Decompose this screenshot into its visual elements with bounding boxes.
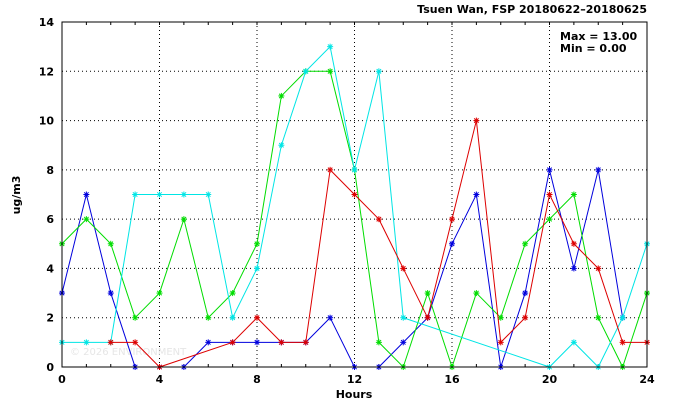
x-tick-labels: 0 4 8 12 16 20 24: [58, 373, 655, 386]
y-tick-label: 6: [46, 213, 54, 226]
series-4: [107, 117, 650, 370]
data-point: [254, 240, 260, 247]
data-point: [180, 191, 187, 198]
data-point: [375, 216, 382, 223]
data-point: [107, 339, 114, 346]
stat-min: Min = 0.00: [560, 42, 627, 55]
data-point: [132, 314, 139, 321]
data-point: [205, 314, 212, 321]
y-tick-label: 8: [46, 164, 54, 177]
data-point: [132, 191, 139, 198]
data-point: [278, 142, 285, 149]
data-point: [570, 240, 577, 247]
stat-max: Max = 13.00: [560, 30, 637, 43]
x-axis-label: Hours: [336, 388, 373, 401]
data-point: [205, 339, 212, 346]
data-point: [449, 216, 455, 223]
y-axis-label: ug/m3: [10, 176, 23, 215]
data-point: [229, 290, 236, 297]
data-point: [302, 68, 309, 75]
data-point: [375, 68, 382, 75]
data-point: [473, 191, 480, 198]
data-point: [83, 216, 90, 223]
data-point: [107, 290, 114, 297]
data-point: [522, 240, 529, 247]
data-point: [400, 339, 407, 346]
data-point: [229, 314, 236, 321]
data-point: [156, 191, 163, 198]
data-point: [327, 166, 334, 173]
series-layer: [59, 43, 650, 370]
data-point: [546, 191, 553, 198]
series-line: [62, 45, 648, 368]
data-point: [375, 339, 382, 346]
data-point: [400, 314, 407, 321]
x-tick-label: 0: [58, 373, 66, 386]
data-point: [180, 216, 187, 223]
y-tick-label: 10: [39, 115, 55, 128]
data-point: [327, 43, 334, 50]
data-point: [449, 240, 455, 247]
data-point: [107, 240, 114, 247]
data-point: [254, 314, 260, 321]
data-point: [570, 265, 577, 272]
data-point: [497, 339, 504, 346]
data-point: [619, 314, 626, 321]
data-point: [278, 339, 285, 346]
data-point: [619, 339, 626, 346]
data-point: [83, 191, 90, 198]
data-point: [595, 166, 602, 173]
x-tick-label: 12: [347, 373, 362, 386]
data-point: [473, 290, 480, 297]
watermark: © 2026 ENVIRONMENT: [70, 347, 187, 358]
data-point: [278, 92, 285, 99]
y-tick-label: 4: [46, 262, 54, 275]
data-point: [595, 265, 602, 272]
data-point: [546, 166, 553, 173]
data-point: [522, 290, 529, 297]
data-point: [83, 339, 90, 346]
data-point: [546, 216, 553, 223]
x-tick-label: 20: [542, 373, 558, 386]
data-point: [522, 314, 529, 321]
y-tick-label: 0: [46, 361, 54, 374]
data-point: [497, 314, 504, 321]
chart-title: Tsuen Wan, FSP 20180622–20180625: [417, 3, 647, 16]
data-point: [351, 191, 358, 198]
data-point: [254, 265, 260, 272]
y-tick-label: 14: [39, 16, 55, 29]
data-point: [302, 339, 309, 346]
x-tick-label: 4: [156, 373, 164, 386]
data-point: [424, 290, 431, 297]
data-point: [595, 314, 602, 321]
x-tick-label: 24: [639, 373, 655, 386]
y-tick-label: 12: [39, 65, 54, 78]
x-tick-label: 8: [253, 373, 261, 386]
data-point: [254, 339, 260, 346]
data-point: [351, 166, 358, 173]
data-point: [205, 191, 212, 198]
data-point: [156, 290, 163, 297]
data-point: [132, 339, 139, 346]
data-point: [229, 339, 236, 346]
y-tick-label: 2: [46, 312, 54, 325]
data-point: [570, 339, 577, 346]
data-point: [473, 117, 480, 124]
x-tick-label: 16: [444, 373, 460, 386]
data-point: [327, 314, 334, 321]
data-point: [400, 265, 407, 272]
plot-frame: [61, 21, 648, 368]
data-point: [424, 314, 431, 321]
y-tick-labels: 0 2 4 6 8 10 12 14: [39, 16, 55, 374]
data-point: [570, 191, 577, 198]
data-point: [327, 68, 334, 75]
